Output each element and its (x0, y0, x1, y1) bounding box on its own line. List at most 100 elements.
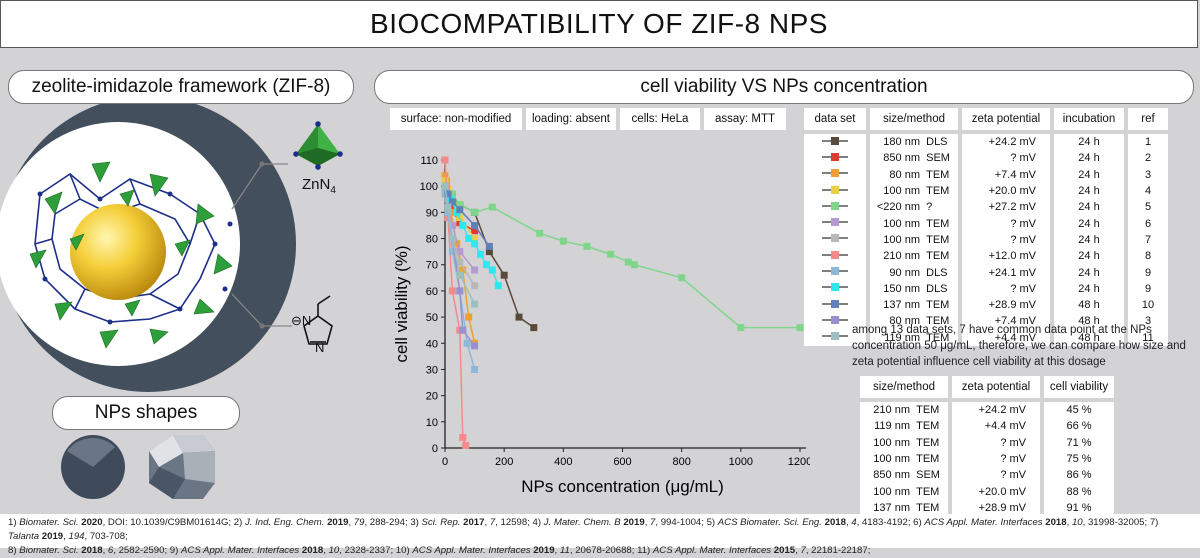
comparison-note: among 13 data sets, 7 have common data p… (852, 324, 1186, 368)
swatch-marker (831, 169, 839, 178)
ref-cell: 8 (1128, 248, 1168, 265)
series-swatch (822, 267, 848, 276)
reference-segment: 4 (851, 517, 857, 528)
data-point (624, 258, 632, 266)
series (441, 182, 479, 308)
col-header: cell viability (1044, 376, 1114, 398)
comparison-row: 210 nm TEM +24.2 mV 45 % (860, 402, 1114, 419)
data-point (488, 266, 496, 274)
ref-cell: 11 (1128, 329, 1168, 346)
reference-segment: , (484, 517, 490, 528)
y-tick-label: 10 (426, 417, 438, 429)
references: 1) Biomater. Sci. 2020, DOI: 10.1039/C9B… (0, 514, 1200, 556)
col-header: incubation (1054, 108, 1124, 130)
imidazolate-icon (303, 295, 333, 345)
zeta-cell: +24.2 mV (952, 402, 1040, 419)
size-method-cell: 210 nm TEM (860, 402, 948, 419)
reference-segment: 2017 (463, 517, 485, 528)
data-point (448, 190, 456, 198)
series-swatch (822, 169, 848, 178)
size-method-cell: 150 nm DLS (870, 280, 958, 297)
viability-cell: 91 % (1044, 499, 1114, 517)
reference-segment: Biomater. Sci. (19, 517, 79, 528)
y-tick-label: 50 (426, 312, 438, 324)
data-point (482, 261, 490, 269)
data-point (471, 266, 479, 274)
comparison-row: 137 nm TEM +28.9 mV 91 % (860, 499, 1114, 517)
zeta-cell: ? mV (962, 215, 1050, 232)
col-header: zeta potential (962, 108, 1050, 130)
data-point (500, 271, 508, 279)
viability-cell: 86 % (1044, 467, 1114, 484)
zn-tetrahedra (29, 161, 233, 349)
zeta-cell: ? mV (962, 231, 1050, 249)
data-point (456, 201, 464, 208)
swatch-marker (831, 250, 839, 259)
x-tick-label: 0 (442, 456, 448, 468)
comparison-row: 100 nm TEM? mV 71 % (860, 434, 1114, 451)
viability-cell: 75 % (1044, 450, 1114, 468)
series-swatch (822, 250, 848, 259)
incubation-cell: 24 h (1054, 182, 1124, 200)
ref-cell: 2 (1128, 150, 1168, 167)
data-point (488, 203, 496, 211)
imidazolate-n-label: ⊖N (291, 313, 312, 328)
reference-segment: 2019 (41, 531, 64, 542)
reference-segment: , (1066, 517, 1072, 528)
reference-segment: 8) (8, 545, 20, 556)
col-header: data set (804, 108, 866, 130)
incubation-cell: 24 h (1054, 150, 1124, 167)
reference-segment: 194 (68, 531, 85, 542)
viability-cell: 66 % (1044, 418, 1114, 435)
zeta-cell: ? mV (952, 434, 1040, 451)
references-line-1: 1) Biomater. Sci. 2020, DOI: 10.1039/C9B… (8, 516, 1192, 544)
reference-segment: 7 (489, 517, 496, 528)
swatch-marker (831, 218, 839, 227)
swatch-marker (831, 267, 839, 276)
condition-loading: loading: absent (526, 108, 616, 130)
zif8-illustration (0, 104, 343, 392)
x-tick-label: 600 (613, 456, 631, 468)
reference-segment: Biomater. Sci. (19, 545, 79, 556)
swatch-marker (831, 315, 839, 324)
incubation-cell: 24 h (1054, 264, 1124, 281)
swatch-marker (831, 234, 839, 243)
incubation-cell: 24 h (1054, 199, 1124, 216)
swatch-marker (831, 299, 839, 308)
y-tick-label: 0 (432, 443, 438, 455)
incubation-cell: 48 h (1054, 296, 1124, 314)
y-tick-label: 90 (426, 207, 438, 219)
reference-segment: J. Mater. Chem. B (543, 517, 621, 528)
size-method-cell: 100 nm TEM (860, 450, 948, 468)
series-swatch (822, 332, 848, 341)
data-point (453, 240, 461, 248)
reference-segment: 10 (1071, 517, 1083, 528)
incubation-cell: 24 h (1054, 248, 1124, 265)
incubation-cell: 24 h (1054, 215, 1124, 232)
x-tick-label: 800 (672, 456, 690, 468)
data-point (441, 177, 449, 185)
nps-shapes (61, 435, 215, 499)
znn4-label: ZnN4 (302, 176, 336, 196)
reference-segment: ACS Appl. Mater. Interfaces (652, 545, 772, 556)
incubation-cell: 24 h (1054, 166, 1124, 183)
ref-cell: 7 (1128, 231, 1168, 249)
data-point (485, 248, 493, 256)
reference-segment: , 994-1004; 5) (655, 517, 718, 528)
x-tick-label: 1200 (788, 456, 810, 468)
col-header: zeta potential (952, 376, 1040, 398)
reference-segment: ACS Appl. Mater. Interfaces (924, 517, 1043, 528)
reference-segment: 1) (8, 517, 20, 528)
ref-cell: 1 (1128, 134, 1168, 151)
data-point (462, 441, 470, 449)
data-point (471, 235, 479, 242)
data-point (441, 172, 449, 180)
y-tick-label: 30 (426, 364, 438, 376)
reference-segment: , DOI: 10.1039/C9BM01614G; 2) (102, 517, 245, 528)
data-point (471, 222, 479, 229)
data-point (515, 313, 523, 321)
